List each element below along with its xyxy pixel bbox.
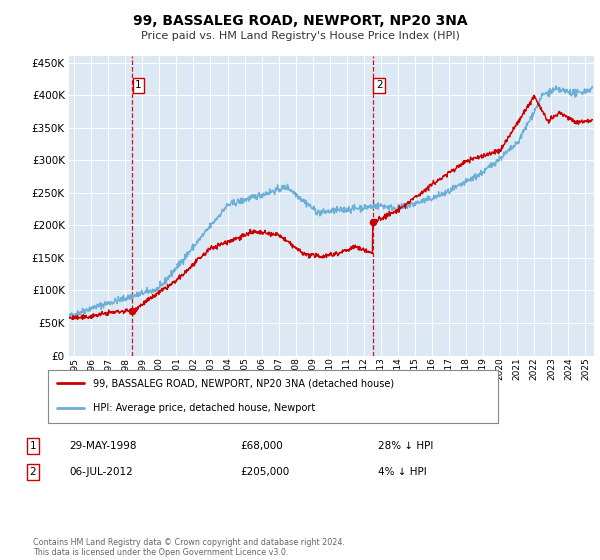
Text: Contains HM Land Registry data © Crown copyright and database right 2024.
This d: Contains HM Land Registry data © Crown c…	[33, 538, 345, 557]
Text: 2: 2	[376, 80, 382, 90]
Text: 4% ↓ HPI: 4% ↓ HPI	[378, 467, 427, 477]
Text: 28% ↓ HPI: 28% ↓ HPI	[378, 441, 433, 451]
Text: 1: 1	[29, 441, 37, 451]
Text: 2: 2	[29, 467, 37, 477]
Text: HPI: Average price, detached house, Newport: HPI: Average price, detached house, Newp…	[93, 403, 315, 413]
Text: £205,000: £205,000	[240, 467, 289, 477]
Text: 29-MAY-1998: 29-MAY-1998	[69, 441, 137, 451]
Text: 1: 1	[135, 80, 142, 90]
Text: 06-JUL-2012: 06-JUL-2012	[69, 467, 133, 477]
Text: £68,000: £68,000	[240, 441, 283, 451]
Text: 99, BASSALEG ROAD, NEWPORT, NP20 3NA: 99, BASSALEG ROAD, NEWPORT, NP20 3NA	[133, 14, 467, 28]
Text: 99, BASSALEG ROAD, NEWPORT, NP20 3NA (detached house): 99, BASSALEG ROAD, NEWPORT, NP20 3NA (de…	[93, 379, 394, 389]
Text: Price paid vs. HM Land Registry's House Price Index (HPI): Price paid vs. HM Land Registry's House …	[140, 31, 460, 41]
